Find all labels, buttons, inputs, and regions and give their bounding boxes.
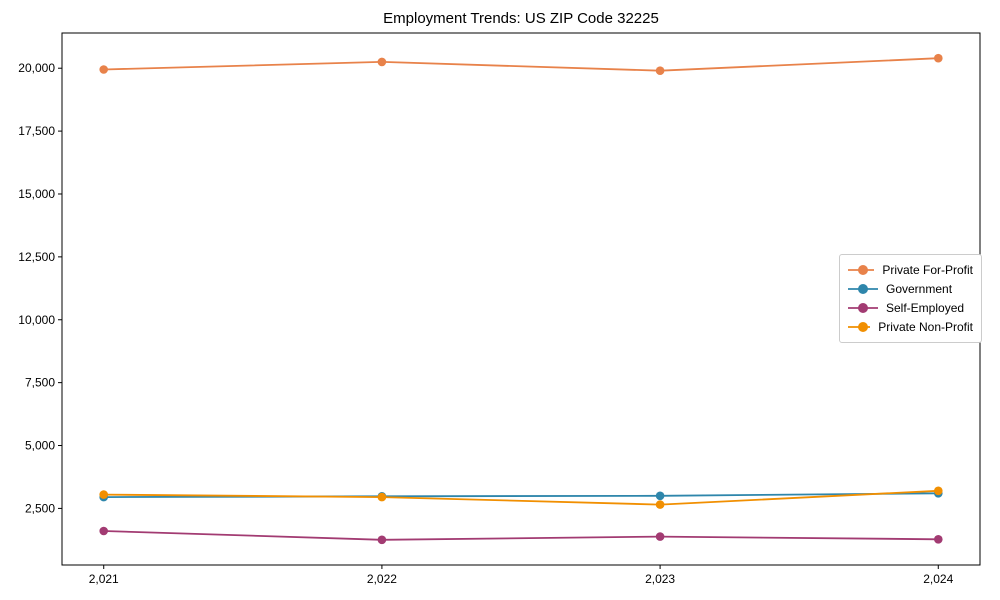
legend-item-label: Private Non-Profit	[878, 320, 973, 334]
chart-title: Employment Trends: US ZIP Code 32225	[383, 10, 659, 27]
data-point-private-for-profit-2023	[655, 66, 665, 75]
y-tick-label: 15,000	[18, 187, 55, 201]
data-point-self-employed-2022	[377, 535, 387, 545]
data-point-private-non-profit-2021	[99, 490, 108, 499]
legend-marker-icon	[848, 284, 878, 294]
legend-item-private-for-profit: Private For-Profit	[848, 262, 973, 278]
data-point-self-employed-2024	[934, 535, 943, 544]
data-point-private-non-profit-2022	[377, 492, 387, 502]
y-tick-label: 10,000	[18, 313, 55, 327]
x-tick-label: 2,021	[89, 572, 119, 586]
data-point-government-2023	[655, 491, 665, 501]
series-line-private-non-profit	[103, 489, 939, 506]
y-tick-label: 2,500	[25, 501, 55, 515]
y-tick-label: 7,500	[25, 376, 55, 390]
legend-item-private-non-profit: Private Non-Profit	[848, 319, 973, 335]
data-point-private-for-profit-2021	[99, 65, 108, 74]
x-tick-label: 2,022	[367, 572, 397, 586]
data-point-private-for-profit-2024	[934, 53, 943, 63]
legend-item-label: Government	[886, 282, 953, 296]
series-line-self-employed	[103, 530, 939, 541]
y-tick-label: 12,500	[18, 250, 55, 264]
legend: Private For-Profit Government Self-Employe…	[839, 254, 982, 343]
legend-item-self-employed: Self-Employed	[848, 300, 973, 316]
y-tick-label: 5,000	[25, 439, 55, 453]
x-tick-label: 2,024	[923, 572, 953, 586]
series-line-private-for-profit	[103, 57, 939, 72]
legend-marker-icon	[848, 265, 875, 275]
data-point-self-employed-2023	[655, 532, 665, 541]
legend-item-government: Government	[848, 281, 973, 297]
y-tick-label: 17,500	[18, 124, 55, 138]
legend-item-label: Self-Employed	[886, 301, 965, 315]
legend-marker-icon	[848, 322, 871, 332]
legend-marker-icon	[848, 303, 878, 313]
data-point-private-non-profit-2023	[655, 500, 665, 509]
legend-item-label: Private For-Profit	[882, 263, 973, 277]
x-tick-label: 2,023	[645, 572, 675, 586]
data-point-private-non-profit-2024	[934, 486, 943, 496]
y-tick-label: 20,000	[18, 61, 55, 75]
data-point-private-for-profit-2022	[377, 57, 387, 67]
data-point-self-employed-2021	[99, 526, 108, 536]
